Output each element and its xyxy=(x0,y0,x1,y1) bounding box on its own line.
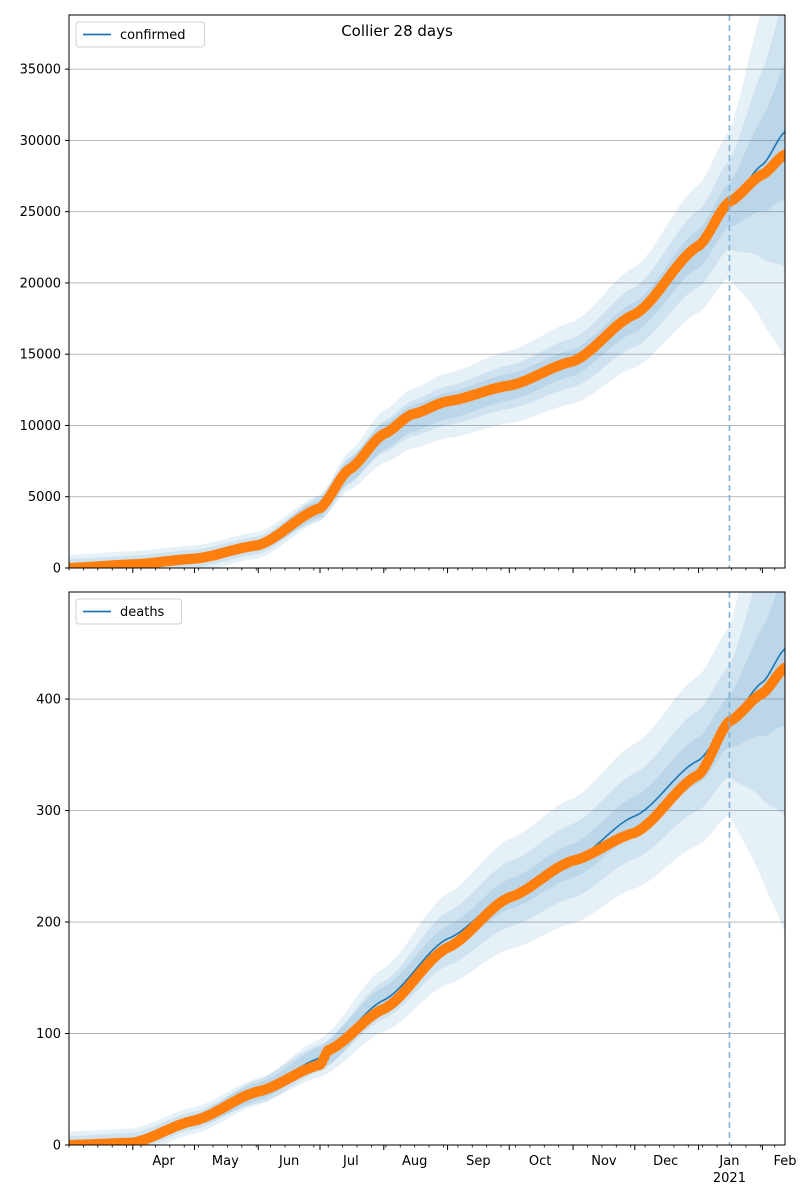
uncertainty-band xyxy=(69,592,785,1145)
y-tick-label: 100 xyxy=(36,1027,61,1042)
figure-title: Collier 28 days xyxy=(341,22,453,40)
x-tick-label: Jul xyxy=(342,1154,359,1169)
plot-area xyxy=(69,592,785,1145)
plot-area xyxy=(69,15,785,568)
uncertainty-band xyxy=(69,15,785,568)
uncertainty-band xyxy=(69,15,785,568)
x-tick-label: May xyxy=(212,1154,239,1169)
legend: deaths xyxy=(75,598,183,625)
panel-confirmed: 0 5000 10000 15000 20000 25000 30000 35000 confi… xyxy=(20,14,786,577)
y-tick-label: 15000 xyxy=(20,348,61,363)
x-tick-label: Oct xyxy=(529,1154,551,1169)
observed-points xyxy=(69,662,785,1145)
observed-points xyxy=(69,149,785,568)
y-tick-label: 10000 xyxy=(20,419,61,434)
y-tick-label: 25000 xyxy=(20,205,61,220)
y-tick-label: 30000 xyxy=(20,134,61,149)
legend-box xyxy=(75,21,205,48)
legend-box xyxy=(75,598,183,625)
y-tick-label: 0 xyxy=(53,562,61,577)
legend: confirmed xyxy=(75,21,205,48)
y-tick-label: 300 xyxy=(36,804,61,819)
x-tick-label: Nov xyxy=(591,1154,617,1169)
axes-frame xyxy=(68,591,786,1146)
uncertainty-band xyxy=(69,592,785,1145)
x-tick-label: Apr xyxy=(152,1154,175,1169)
x-tick-label: Sep xyxy=(466,1154,491,1169)
x-tick-label: Aug xyxy=(402,1154,427,1169)
legend-label: deaths xyxy=(120,605,165,620)
panel-deaths: 0 100 200 300 400 Apr May Jun Jul Aug Sep Oct Nov Dec… xyxy=(36,591,797,1186)
y-tick-label: 200 xyxy=(36,916,61,931)
y-tick-label: 35000 xyxy=(20,63,61,78)
model-line xyxy=(69,131,785,568)
y-tick-label: 400 xyxy=(36,693,61,708)
observed-point xyxy=(779,662,785,673)
y-tick-label: 20000 xyxy=(20,276,61,291)
axes-frame xyxy=(68,14,786,569)
legend-label: confirmed xyxy=(120,28,186,43)
x-year-label: 2021 xyxy=(713,1171,746,1186)
observed-point xyxy=(779,149,785,160)
x-tick-label: Dec xyxy=(653,1154,678,1169)
x-tick-label: Feb xyxy=(773,1154,796,1169)
uncertainty-band xyxy=(69,592,785,1145)
x-tick-label: Jan xyxy=(718,1154,739,1169)
x-tick-label: Jun xyxy=(278,1154,299,1169)
y-tick-label: 5000 xyxy=(28,490,61,505)
y-tick-label: 0 xyxy=(53,1139,61,1154)
